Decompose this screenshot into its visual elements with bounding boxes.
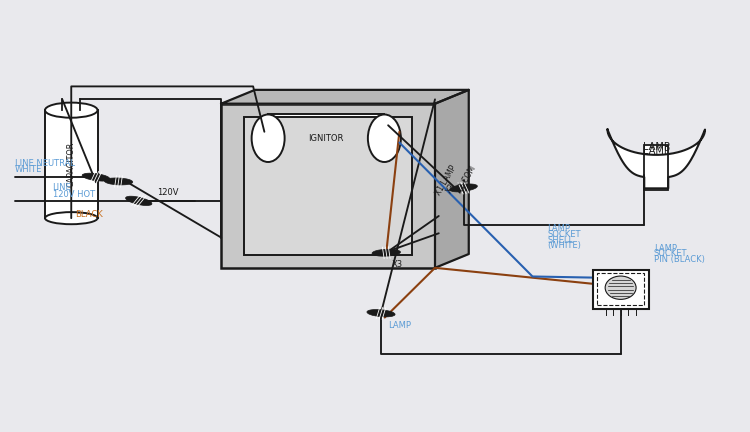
Text: LAMP: LAMP bbox=[654, 244, 677, 253]
Text: X3: X3 bbox=[445, 182, 458, 195]
Text: CAPACITOR: CAPACITOR bbox=[67, 142, 76, 187]
Text: WHITE: WHITE bbox=[15, 165, 42, 174]
Ellipse shape bbox=[367, 309, 395, 317]
Text: IGNITOR: IGNITOR bbox=[308, 134, 344, 143]
Ellipse shape bbox=[368, 114, 400, 162]
Text: LAMP: LAMP bbox=[548, 224, 571, 233]
Text: X1 LAMP: X1 LAMP bbox=[433, 163, 458, 197]
Text: 120V HOT: 120V HOT bbox=[53, 190, 94, 199]
Bar bbox=[268, 114, 384, 162]
Ellipse shape bbox=[104, 178, 133, 185]
Ellipse shape bbox=[605, 276, 636, 299]
Bar bbox=[592, 270, 649, 309]
Text: SHELL: SHELL bbox=[548, 235, 574, 245]
Ellipse shape bbox=[82, 173, 110, 181]
Text: LAMP: LAMP bbox=[643, 146, 670, 156]
Text: SOCKET: SOCKET bbox=[548, 230, 581, 239]
Text: BLACK: BLACK bbox=[75, 210, 103, 219]
Ellipse shape bbox=[450, 184, 477, 192]
Ellipse shape bbox=[251, 114, 285, 162]
Text: SOCKET: SOCKET bbox=[654, 249, 688, 258]
Ellipse shape bbox=[45, 103, 98, 118]
Polygon shape bbox=[221, 90, 469, 104]
Ellipse shape bbox=[372, 249, 400, 256]
Polygon shape bbox=[435, 90, 469, 268]
Text: 120V: 120V bbox=[158, 187, 179, 197]
Text: LAMP: LAMP bbox=[643, 142, 670, 152]
Bar bbox=[597, 273, 644, 305]
Bar bbox=[244, 117, 412, 255]
Text: PIN (BLACK): PIN (BLACK) bbox=[654, 255, 705, 264]
Ellipse shape bbox=[125, 196, 152, 206]
Ellipse shape bbox=[45, 212, 98, 224]
Text: LINE: LINE bbox=[53, 183, 71, 192]
Text: X2 COM: X2 COM bbox=[454, 165, 477, 195]
Text: LAMP: LAMP bbox=[388, 321, 412, 330]
Bar bbox=[221, 104, 435, 268]
Text: X3: X3 bbox=[392, 260, 403, 269]
Polygon shape bbox=[608, 130, 705, 188]
Bar bbox=[45, 110, 98, 218]
Text: LINE NEUTRAL: LINE NEUTRAL bbox=[15, 159, 75, 168]
Bar bbox=[644, 145, 668, 190]
Text: (WHITE): (WHITE) bbox=[548, 241, 581, 250]
